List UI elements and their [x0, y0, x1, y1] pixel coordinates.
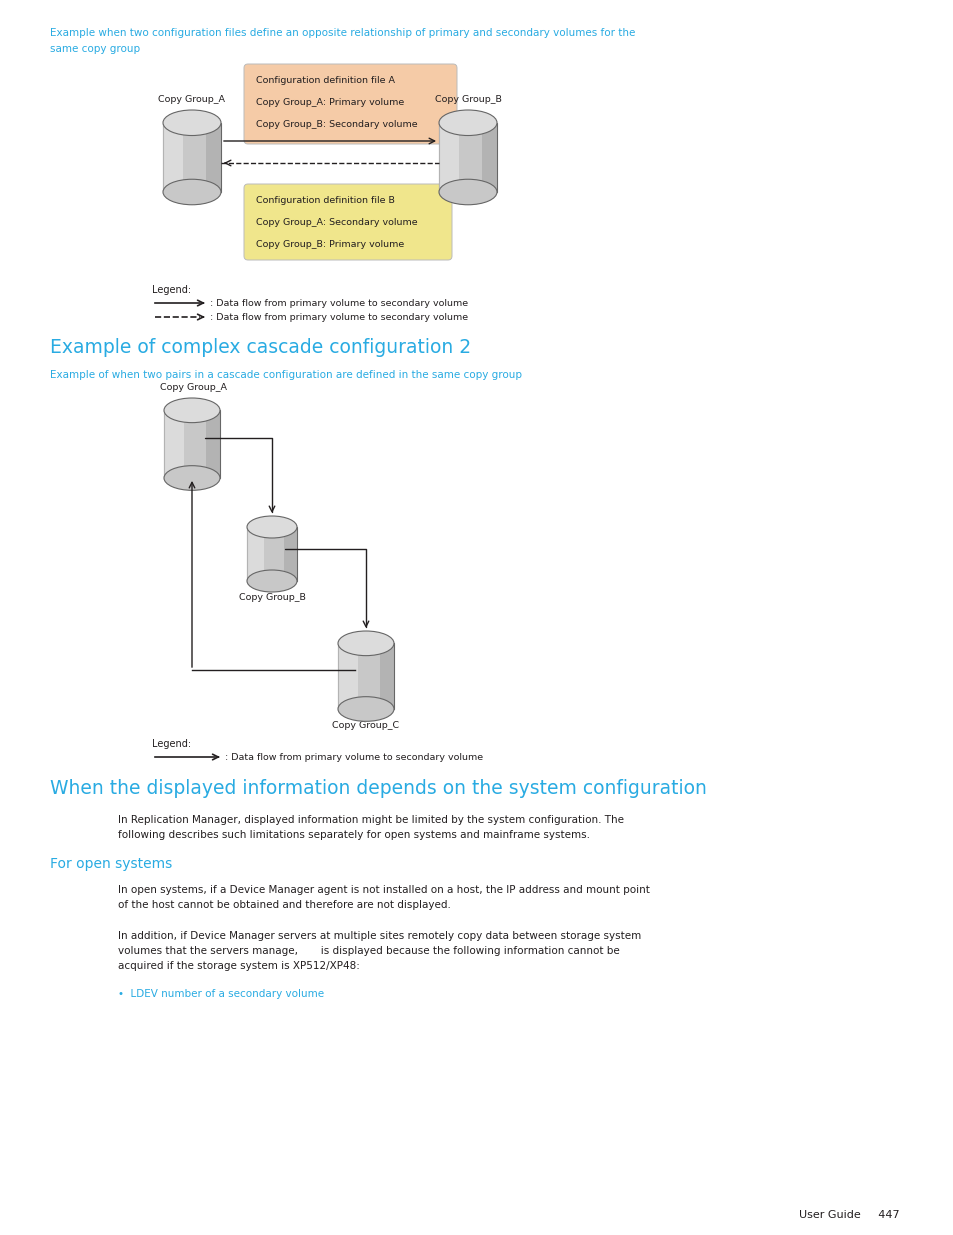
Polygon shape [206, 122, 221, 191]
Text: same copy group: same copy group [50, 44, 140, 54]
Polygon shape [284, 527, 296, 580]
Text: Copy Group_B: Secondary volume: Copy Group_B: Secondary volume [255, 120, 417, 128]
Ellipse shape [163, 179, 221, 205]
Text: : Data flow from primary volume to secondary volume: : Data flow from primary volume to secon… [210, 312, 468, 321]
Polygon shape [164, 410, 183, 478]
Polygon shape [163, 122, 183, 191]
Ellipse shape [164, 398, 220, 422]
Text: •  LDEV number of a secondary volume: • LDEV number of a secondary volume [118, 989, 324, 999]
Polygon shape [337, 643, 394, 709]
Text: In addition, if Device Manager servers at multiple sites remotely copy data betw: In addition, if Device Manager servers a… [118, 931, 640, 941]
Ellipse shape [337, 631, 394, 656]
Text: volumes that the servers manage,       is displayed because the following inform: volumes that the servers manage, is disp… [118, 946, 619, 956]
Ellipse shape [247, 571, 296, 592]
Polygon shape [247, 527, 296, 580]
Text: In Replication Manager, displayed information might be limited by the system con: In Replication Manager, displayed inform… [118, 815, 623, 825]
Text: For open systems: For open systems [50, 857, 172, 871]
Text: In open systems, if a Device Manager agent is not installed on a host, the IP ad: In open systems, if a Device Manager age… [118, 885, 649, 895]
Polygon shape [164, 410, 220, 478]
Polygon shape [379, 643, 394, 709]
Text: Copy Group_C: Copy Group_C [332, 721, 399, 730]
Text: Copy Group_B: Copy Group_B [238, 593, 305, 601]
Ellipse shape [438, 179, 497, 205]
Text: Copy Group_B: Copy Group_B [435, 95, 501, 104]
Text: Configuration definition file A: Configuration definition file A [255, 77, 395, 85]
FancyBboxPatch shape [244, 184, 452, 261]
Text: Example when two configuration files define an opposite relationship of primary : Example when two configuration files def… [50, 28, 635, 38]
Text: Copy Group_A: Secondary volume: Copy Group_A: Secondary volume [255, 219, 417, 227]
Polygon shape [482, 122, 497, 191]
Text: Legend:: Legend: [152, 739, 191, 748]
Text: Copy Group_A: Copy Group_A [160, 383, 227, 391]
Ellipse shape [337, 697, 394, 721]
Text: When the displayed information depends on the system configuration: When the displayed information depends o… [50, 779, 706, 798]
Polygon shape [247, 527, 264, 580]
Text: acquired if the storage system is XP512/XP48:: acquired if the storage system is XP512/… [118, 961, 359, 971]
Text: Copy Group_B: Primary volume: Copy Group_B: Primary volume [255, 240, 404, 249]
Text: Example of complex cascade configuration 2: Example of complex cascade configuration… [50, 338, 471, 357]
Text: Example of when two pairs in a cascade configuration are defined in the same cop: Example of when two pairs in a cascade c… [50, 370, 521, 380]
Ellipse shape [247, 516, 296, 538]
Text: Copy Group_A: Copy Group_A [158, 95, 225, 104]
FancyBboxPatch shape [244, 64, 456, 144]
Polygon shape [438, 122, 497, 191]
Text: : Data flow from primary volume to secondary volume: : Data flow from primary volume to secon… [210, 299, 468, 308]
Text: Legend:: Legend: [152, 285, 191, 295]
Polygon shape [337, 643, 357, 709]
Ellipse shape [163, 110, 221, 136]
Text: following describes such limitations separately for open systems and mainframe s: following describes such limitations sep… [118, 830, 589, 840]
Text: : Data flow from primary volume to secondary volume: : Data flow from primary volume to secon… [225, 752, 482, 762]
Ellipse shape [438, 110, 497, 136]
Polygon shape [206, 410, 220, 478]
Ellipse shape [164, 466, 220, 490]
Text: of the host cannot be obtained and therefore are not displayed.: of the host cannot be obtained and there… [118, 900, 451, 910]
Text: Copy Group_A: Primary volume: Copy Group_A: Primary volume [255, 98, 404, 107]
Text: User Guide     447: User Guide 447 [799, 1210, 899, 1220]
Polygon shape [438, 122, 458, 191]
Polygon shape [163, 122, 221, 191]
Text: Configuration definition file B: Configuration definition file B [255, 196, 395, 205]
